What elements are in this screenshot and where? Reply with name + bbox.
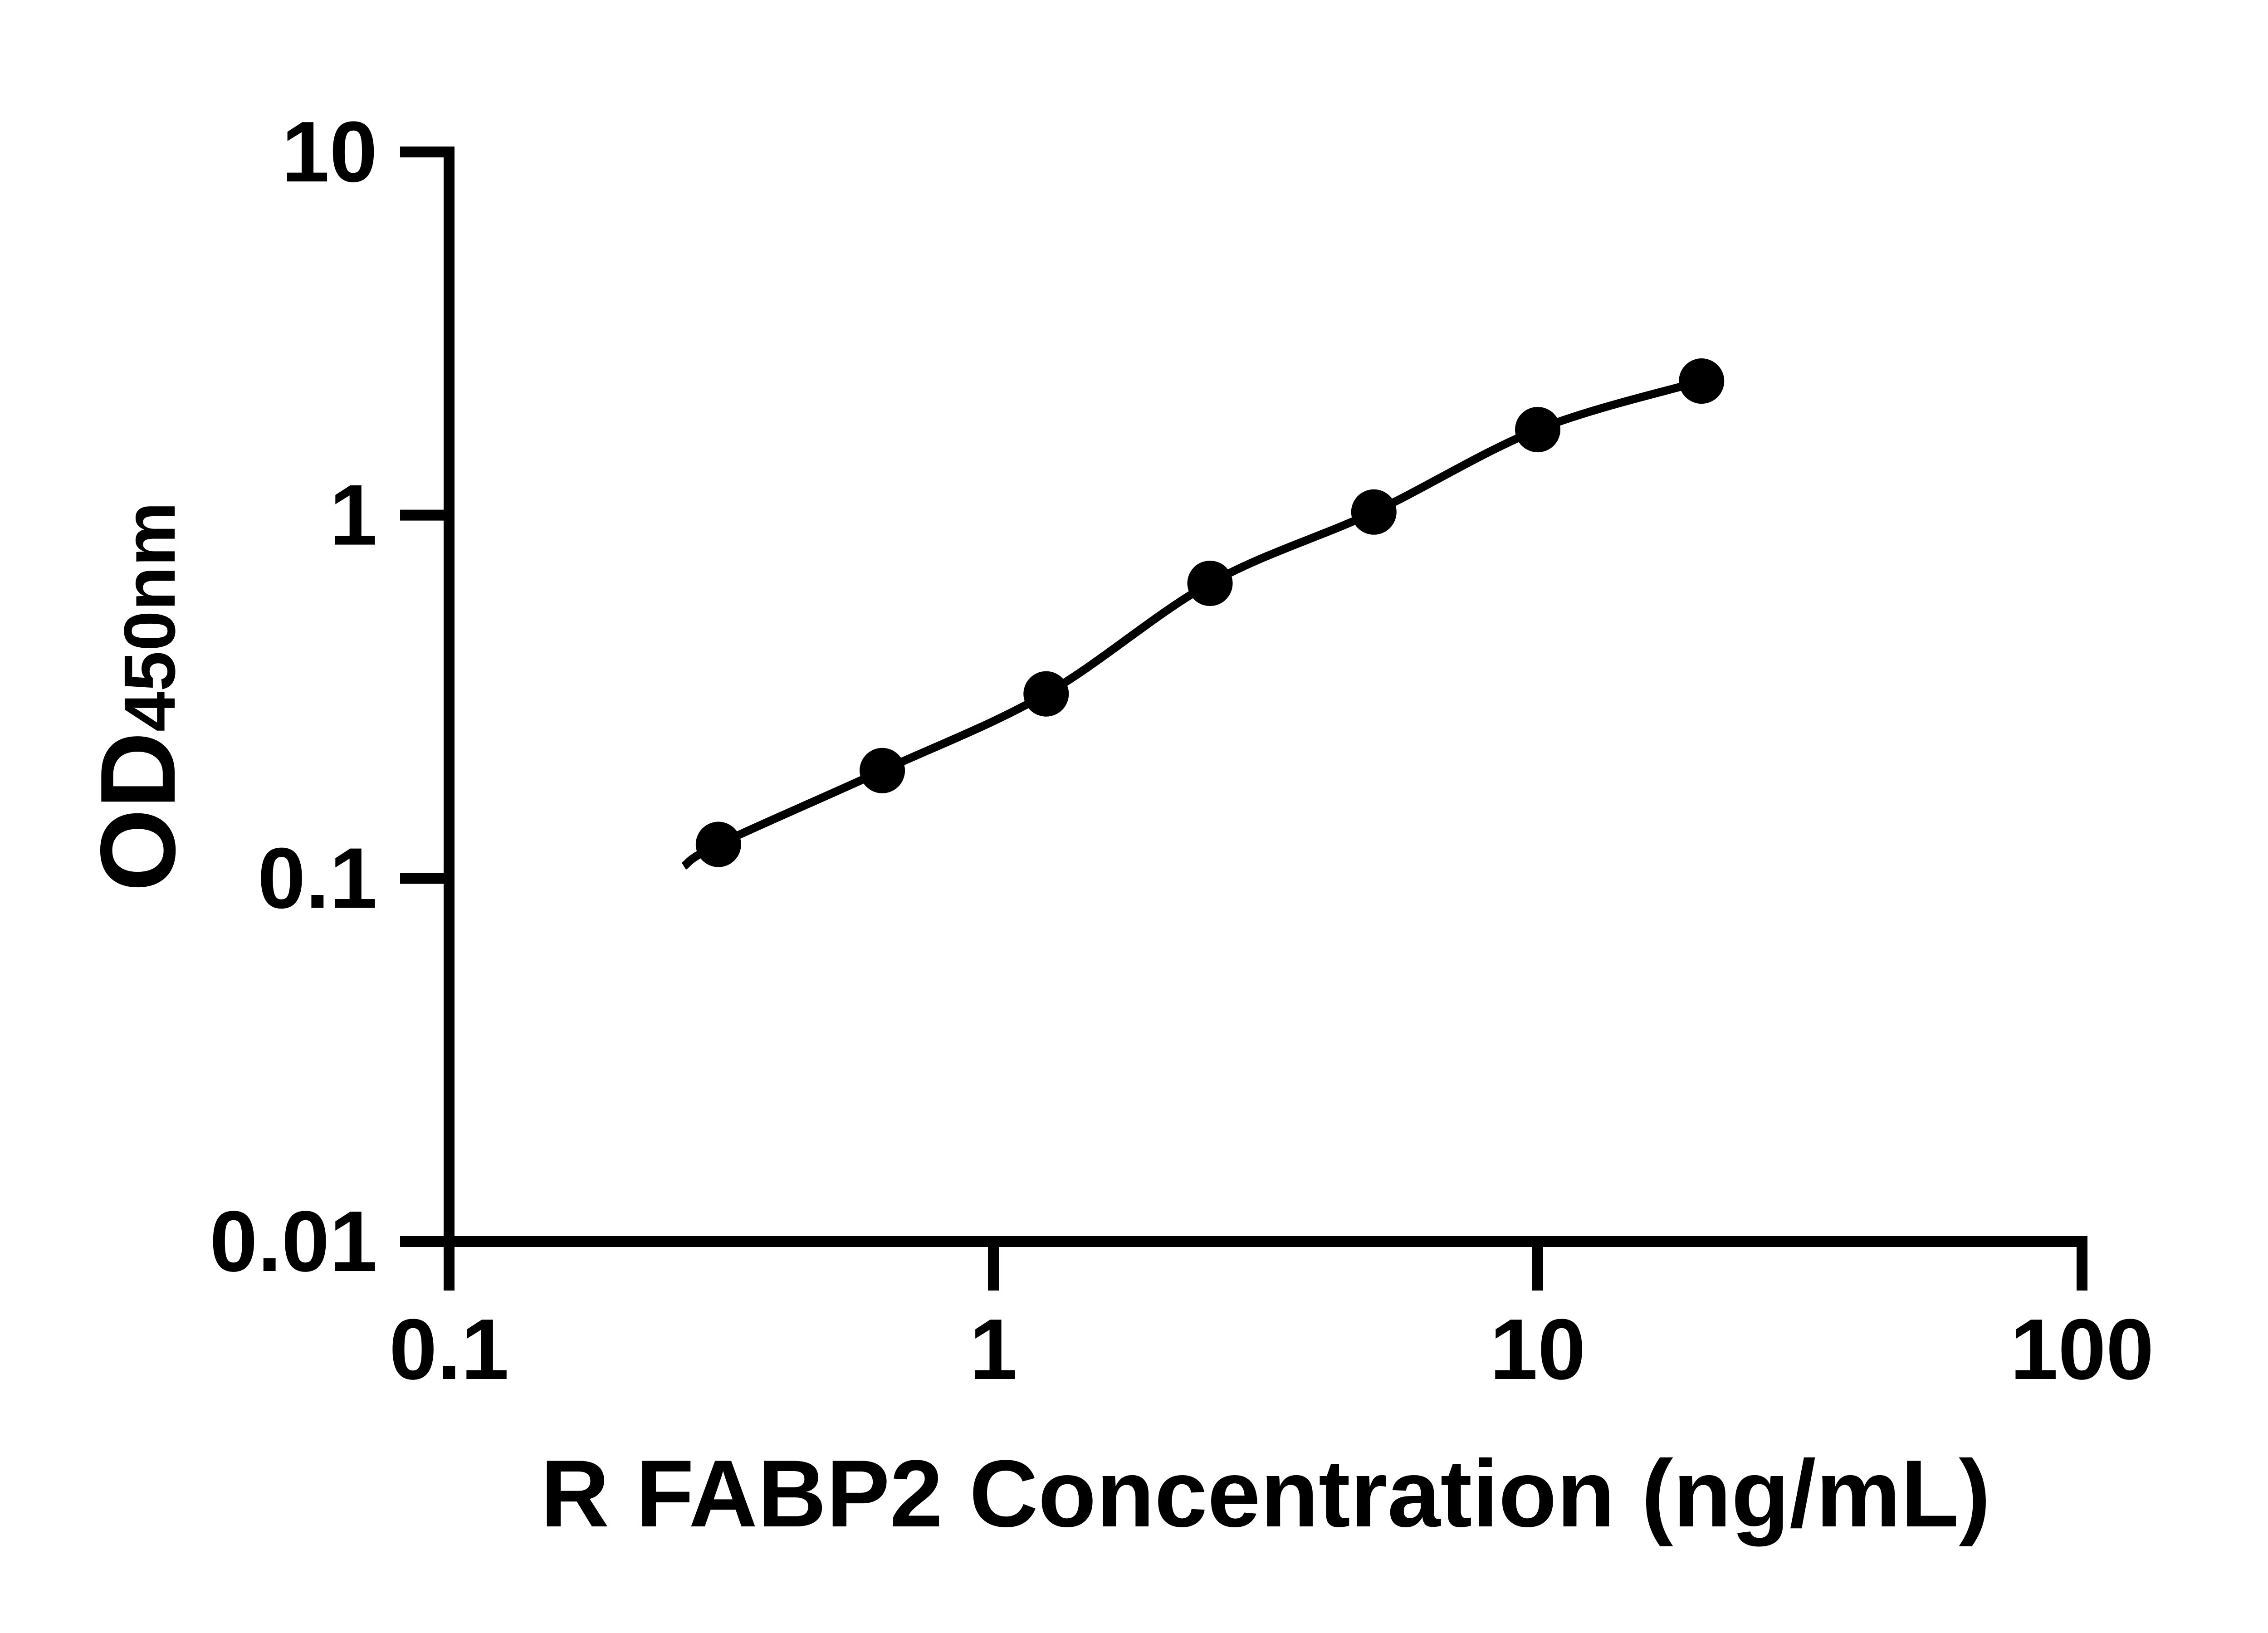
- y-axis-title-subscript: 450nm: [109, 502, 190, 732]
- x-tick-label: 0.1: [389, 1301, 509, 1398]
- x-tick-label: 100: [2010, 1301, 2154, 1398]
- y-tick-label: 0.01: [210, 1193, 377, 1290]
- y-axis-title-main: OD: [78, 732, 197, 892]
- data-point: [1515, 407, 1560, 453]
- x-tick-label: 1: [969, 1301, 1017, 1398]
- data-point: [1023, 671, 1069, 717]
- y-tick-label: 0.1: [258, 830, 377, 926]
- x-axis-title: R FABP2 Concentration (ng/mL): [541, 1440, 1991, 1547]
- data-point: [1679, 358, 1725, 404]
- data-point: [695, 821, 741, 867]
- fit-curve: [681, 377, 1703, 870]
- x-tick-label: 10: [1490, 1301, 1585, 1398]
- y-axis-title: OD450nm: [78, 502, 197, 891]
- y-tick-label: 10: [282, 104, 377, 200]
- axes-group: [400, 147, 2087, 1291]
- data-point: [860, 748, 905, 793]
- data-point: [1187, 560, 1233, 606]
- points-group: [695, 358, 1725, 867]
- y-tick-label: 1: [329, 467, 377, 563]
- curve-group: [681, 377, 1703, 870]
- data-point: [1351, 489, 1397, 535]
